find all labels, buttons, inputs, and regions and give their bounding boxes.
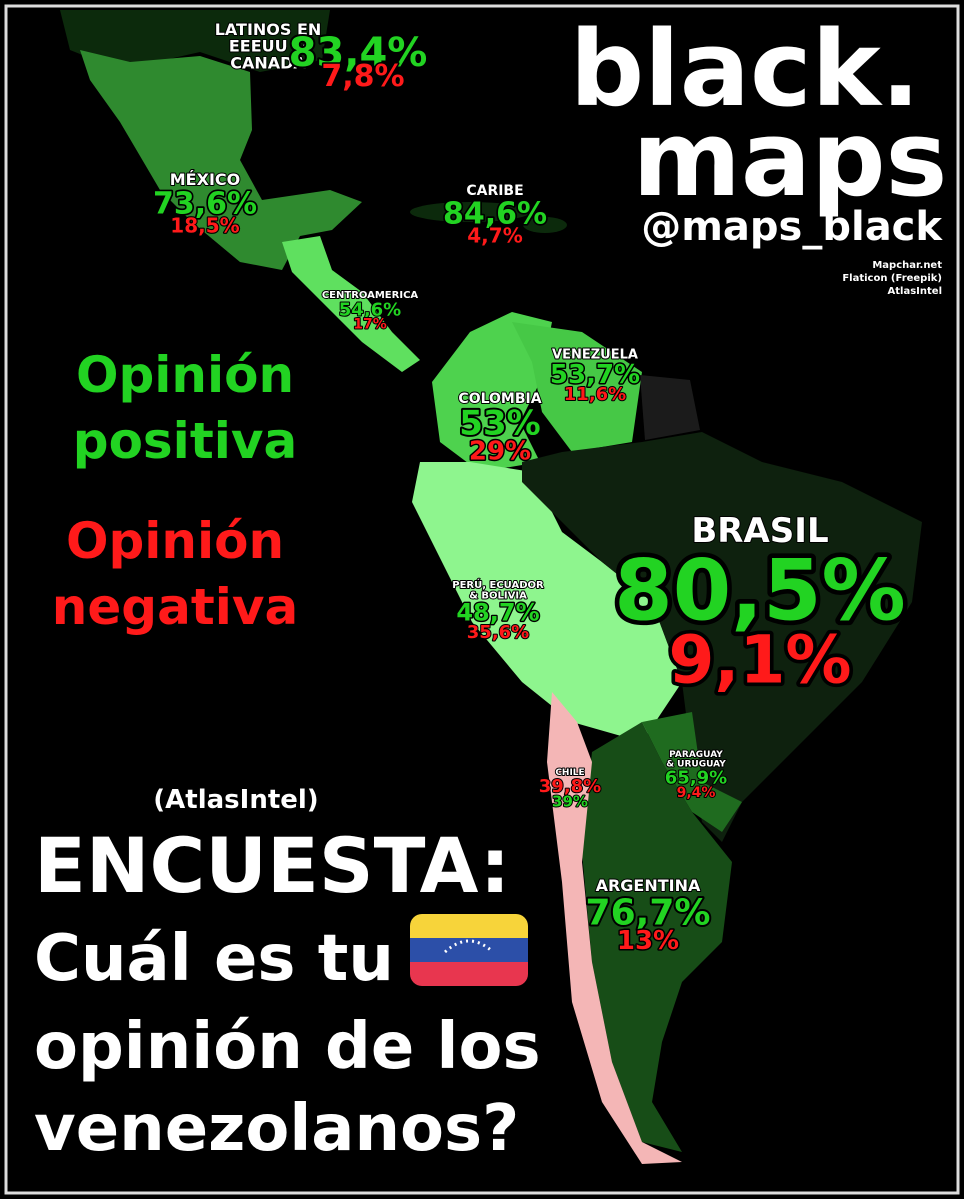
source: Mapchar.net: [872, 260, 942, 271]
positive-value: 76,7%: [586, 892, 711, 933]
region-name: PARAGUAY: [669, 750, 723, 760]
positive-value: 84,6%: [443, 196, 547, 231]
region-caribe: [523, 217, 567, 233]
source: Flaticon (Freepik): [842, 273, 942, 284]
negative-value: 18,5%: [170, 213, 239, 237]
region-name: PERÚ, ECUADOR: [452, 578, 544, 591]
survey-question: opinión de los: [34, 1010, 541, 1084]
legend-negative: Opinión: [66, 512, 284, 570]
survey-question: Cuál es tu: [34, 922, 394, 996]
venezuela-flag: [410, 914, 528, 986]
brand-line: maps: [633, 98, 948, 220]
region-name: & BOLIVIA: [469, 591, 527, 602]
legend-positive: Opinión: [76, 346, 294, 404]
region-paraguay-uruguay: [642, 712, 742, 832]
survey-question: venezolanos?: [34, 1092, 519, 1166]
region-mexico: [80, 50, 362, 270]
positive-value: 39%: [552, 792, 588, 810]
region-name: CHILE: [555, 768, 584, 778]
region-chile: [547, 692, 682, 1164]
negative-value: 9,4%: [677, 785, 716, 801]
positive-value: 83,4%: [289, 30, 428, 76]
negative-value: 35,6%: [467, 622, 529, 643]
survey-source: (AtlasIntel): [153, 785, 318, 815]
negative-value: 29%: [469, 436, 531, 466]
positive-value: 54,6%: [339, 299, 401, 320]
positive-value: 65,9%: [665, 768, 727, 789]
positive-value: 53,7%: [550, 360, 640, 390]
legend-negative: negativa: [52, 578, 298, 636]
region-name: ARGENTINA: [596, 876, 701, 895]
positive-value: 53%: [459, 404, 540, 444]
region-name: MÉXICO: [170, 170, 240, 189]
map: [60, 10, 922, 1164]
source: AtlasIntel: [888, 286, 942, 297]
region-name: & URUGUAY: [666, 760, 726, 770]
region-centroamerica: [282, 236, 420, 372]
region-name: CENTROAMERICA: [322, 290, 419, 301]
region-colombia: [432, 312, 552, 472]
positive-value: 48,7%: [456, 599, 539, 627]
brand-line: black.: [570, 8, 921, 130]
region-name: COLOMBIA: [458, 391, 541, 407]
region-argentina: [582, 722, 732, 1152]
negative-value: 4,7%: [467, 223, 522, 247]
negative-value: 17%: [353, 317, 387, 333]
negative-value: 9,1%: [668, 621, 851, 698]
region-name: EEEUU &: [229, 37, 307, 56]
positive-value: 73,6%: [153, 186, 257, 221]
frame: [4, 4, 960, 1195]
region-caribe: [410, 202, 530, 222]
negative-value: 39,8%: [539, 776, 601, 797]
region-name: VENEZUELA: [552, 347, 638, 362]
region-guianas: [640, 375, 700, 440]
brand-handle: @maps_black: [641, 204, 943, 250]
region-usa-canada: [60, 10, 330, 72]
negative-value: 7,8%: [321, 59, 404, 94]
region-name: BRASIL: [691, 511, 828, 551]
positive-value: 80,5%: [614, 542, 905, 640]
negative-value: 11,6%: [564, 384, 626, 405]
region-name: CANADÁ: [230, 53, 306, 72]
legend-positive: positiva: [73, 412, 297, 470]
region-peru-ecuador-bolivia: [412, 462, 682, 742]
region-name: LATINOS EN: [215, 20, 322, 39]
region-name: CARIBE: [466, 183, 523, 199]
region-venezuela: [512, 322, 642, 452]
negative-value: 13%: [617, 926, 679, 956]
region-brasil: [522, 432, 922, 842]
survey-title: ENCUESTA:: [34, 821, 510, 910]
